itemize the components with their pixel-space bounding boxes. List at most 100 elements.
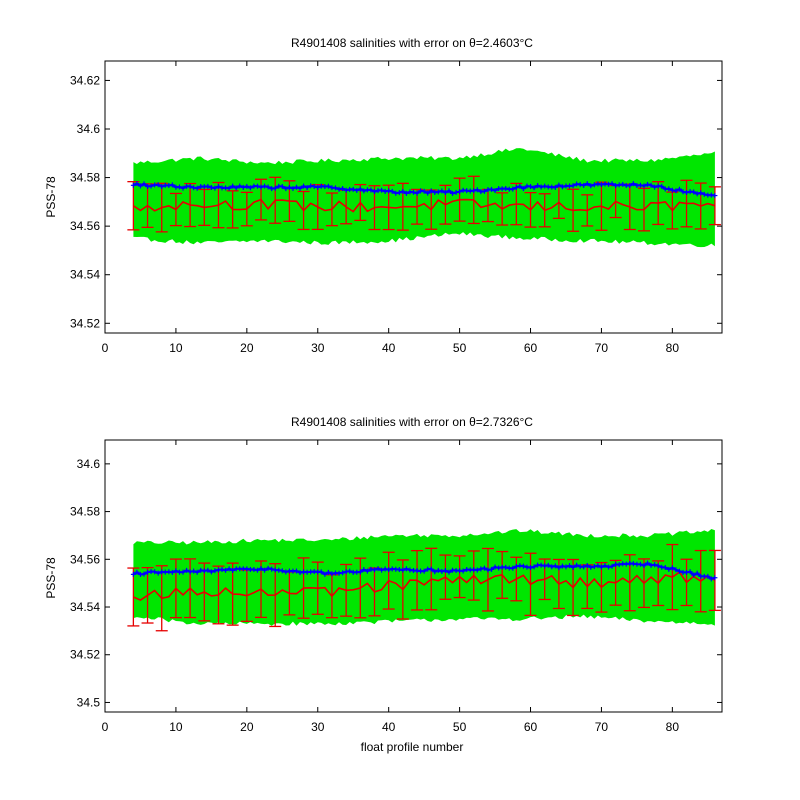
chart-title: R4901408 salinities with error on θ=2.46… <box>291 36 533 50</box>
error-bar <box>198 188 211 227</box>
error-bar <box>169 192 182 227</box>
float-salinity-point <box>265 184 271 190</box>
y-tick-label: 34.54 <box>70 600 100 614</box>
float-salinity-point <box>517 183 523 189</box>
float-salinity-point <box>379 567 385 573</box>
y-tick-label: 34.54 <box>70 268 100 282</box>
error-bar <box>581 194 594 227</box>
error-bar <box>680 179 693 228</box>
float-salinity-point <box>357 186 363 192</box>
axes-frame <box>104 439 723 713</box>
float-salinity-point <box>581 564 587 570</box>
float-salinity-point <box>237 183 243 189</box>
mapped-salinity-line <box>132 198 716 213</box>
float-salinity-point <box>297 185 303 191</box>
axis-ticks: 0 10 20 30 40 50 60 70 80 34.52 34.54 34.56 34.58 34.… <box>70 61 722 355</box>
float-salinity-point <box>152 569 158 575</box>
float-salinity-point <box>279 568 285 574</box>
float-salinity-point <box>684 569 690 575</box>
x-axis-label: float profile number <box>361 740 464 754</box>
float-salinity-point <box>396 190 402 196</box>
chart-title: R4901408 salinities with error on θ=2.73… <box>291 415 533 429</box>
float-salinity-point <box>513 185 519 191</box>
float-salinity-point <box>187 183 193 189</box>
float-salinity-point <box>382 566 388 572</box>
float-salinity-point <box>194 569 200 575</box>
error-bar <box>666 543 679 611</box>
float-salinity-point <box>368 187 374 193</box>
y-axis-label: PSS-78 <box>44 557 58 599</box>
float-salinity-point <box>134 181 140 187</box>
float-salinity-point <box>194 185 200 191</box>
float-salinity-point <box>538 184 544 190</box>
x-tick-label: 20 <box>240 341 254 355</box>
error-bar <box>141 566 154 624</box>
float-salinity-point <box>676 186 682 192</box>
float-salinity-point <box>240 184 246 190</box>
float-salinity-point <box>520 186 526 192</box>
float-salinity-point <box>265 565 271 571</box>
float-salinity-point <box>503 186 509 192</box>
float-salinity-point <box>173 568 179 574</box>
float-salinity-point <box>329 571 335 577</box>
float-salinity-point <box>584 181 590 187</box>
float-salinity-point <box>648 182 654 188</box>
float-salinity-point <box>630 181 636 187</box>
float-salinity-point <box>581 182 587 188</box>
float-salinity-point <box>439 188 445 194</box>
float-salinity-point <box>439 568 445 574</box>
float-salinity-point <box>293 184 299 190</box>
float-salinity-point <box>606 181 612 187</box>
float-salinity-point <box>293 568 299 574</box>
error-bar <box>325 192 338 227</box>
error-bar <box>240 191 253 227</box>
y-tick-label: 34.58 <box>70 505 100 519</box>
float-salinity-point <box>332 185 338 191</box>
float-salinity-point <box>421 188 427 194</box>
float-salinity-point <box>148 183 154 189</box>
float-salinity-point <box>489 186 495 192</box>
float-salinity-point <box>141 181 147 187</box>
float-salinity-point <box>556 182 562 188</box>
float-salinity-point <box>531 185 537 191</box>
error-bar <box>184 558 197 619</box>
float-salinity-point <box>340 186 346 192</box>
float-salinity-point <box>325 569 331 575</box>
float-salinity-point <box>481 188 487 194</box>
float-salinity-point <box>510 565 516 571</box>
error-bar <box>226 562 239 626</box>
float-salinity-point <box>669 565 675 571</box>
float-salinity-point <box>435 567 441 573</box>
float-salinity-point <box>262 567 268 573</box>
float-salinity-point <box>606 564 612 570</box>
x-tick-label: 0 <box>102 341 109 355</box>
float-salinity-point <box>354 187 360 193</box>
float-salinity-point <box>705 573 711 579</box>
float-salinity-point <box>379 187 385 193</box>
float-salinity-point <box>457 189 463 195</box>
float-salinity-point <box>598 182 604 188</box>
x-tick-label: 10 <box>169 341 183 355</box>
float-salinity-point <box>205 567 211 573</box>
float-salinity-point <box>400 188 406 194</box>
float-salinity-point <box>130 182 136 188</box>
float-salinity-point <box>577 182 583 188</box>
error-bar <box>269 176 282 224</box>
float-salinity-point <box>528 183 534 189</box>
plot-area <box>127 148 721 248</box>
float-salinity-point <box>340 570 346 576</box>
float-salinity-point <box>481 565 487 571</box>
x-tick-label: 60 <box>524 720 538 734</box>
float-salinity-point <box>357 569 363 575</box>
float-salinity-point <box>552 563 558 569</box>
float-salinity-point <box>691 189 697 195</box>
float-salinity-point <box>169 569 175 575</box>
float-salinity-point <box>531 564 537 570</box>
float-salinity-point <box>627 183 633 189</box>
float-salinity-point <box>538 562 544 568</box>
error-bar <box>467 175 480 225</box>
float-salinity-point <box>637 182 643 188</box>
float-salinity-point <box>588 564 594 570</box>
float-salinity-point <box>290 185 296 191</box>
float-salinity-point <box>684 189 690 195</box>
